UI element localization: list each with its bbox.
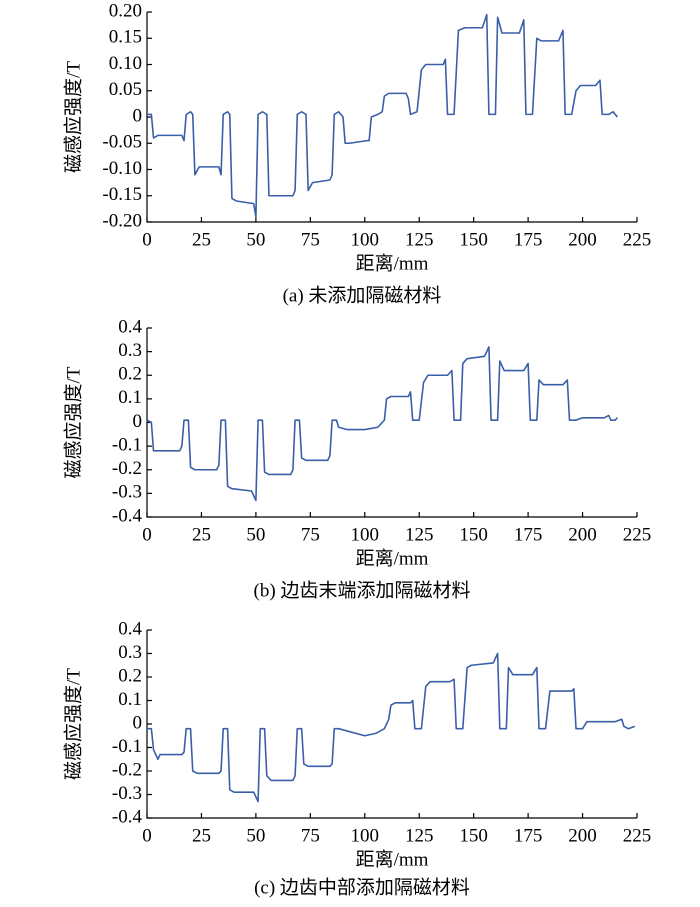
caption: (c) 边齿中部添加隔磁材料: [254, 876, 470, 898]
y-tick-label: -0.2: [112, 458, 142, 479]
x-tick-label: 50: [246, 524, 265, 545]
y-tick-label: 0.2: [118, 364, 142, 385]
caption: (b) 边齿末端添加隔磁材料: [254, 579, 471, 601]
y-tick-label: -0.3: [112, 783, 142, 804]
x-tick-label: 100: [351, 524, 380, 545]
x-tick-label: 125: [405, 229, 434, 250]
x-tick-label: 0: [142, 524, 152, 545]
y-tick-label: -0.2: [112, 759, 142, 780]
x-tick-label: 125: [405, 524, 434, 545]
x-tick-label: 175: [514, 524, 543, 545]
series-line: [147, 652, 636, 803]
y-tick-label: 0.4: [118, 618, 142, 639]
y-tick-label: 0.3: [118, 642, 142, 663]
y-tick-label: -0.4: [112, 806, 143, 827]
caption: (a) 未添加隔磁材料: [283, 284, 442, 306]
y-axis-label: 磁感应强度/T: [62, 668, 84, 780]
y-tick-label: -0.1: [112, 736, 142, 757]
x-tick-label: 0: [142, 229, 152, 250]
x-axis-label: 距离/mm: [356, 848, 429, 870]
y-tick-label: 0.3: [118, 340, 142, 361]
x-tick-label: 75: [301, 825, 320, 846]
y-tick-label: 0.4: [118, 316, 142, 337]
x-tick-label: 225: [623, 229, 652, 250]
x-tick-label: 75: [301, 524, 320, 545]
x-tick-label: 125: [405, 825, 434, 846]
y-tick-label: 0.20: [109, 0, 142, 21]
y-tick-label: -0.20: [102, 210, 142, 231]
x-axis-label: 距离/mm: [356, 547, 429, 569]
y-axis-label: 磁感应强度/T: [62, 366, 84, 478]
x-tick-label: 225: [623, 524, 652, 545]
series-line: [147, 13, 619, 218]
x-tick-label: 150: [459, 229, 488, 250]
x-tick-label: 25: [192, 229, 211, 250]
x-tick-label: 100: [351, 229, 380, 250]
y-tick-label: -0.05: [102, 132, 142, 153]
y-tick-label: 0.15: [109, 27, 142, 48]
x-tick-label: 175: [514, 229, 543, 250]
x-tick-label: 175: [514, 825, 543, 846]
y-tick-label: -0.15: [102, 184, 142, 205]
series-line: [146, 346, 618, 502]
y-tick-label: 0.1: [118, 387, 142, 408]
y-tick-label: 0: [133, 712, 143, 733]
x-tick-label: 50: [246, 229, 265, 250]
x-axis-label: 距离/mm: [356, 252, 429, 274]
y-tick-label: 0.05: [109, 79, 142, 100]
y-tick-label: -0.10: [102, 158, 142, 179]
x-tick-label: 200: [568, 229, 597, 250]
y-tick-label: 0: [133, 105, 143, 126]
x-tick-label: 150: [459, 825, 488, 846]
y-axis-label: 磁感应强度/T: [62, 61, 84, 173]
y-tick-label: 0.1: [118, 689, 142, 710]
x-tick-label: 25: [192, 825, 211, 846]
x-tick-label: 225: [623, 825, 652, 846]
x-tick-label: 75: [301, 229, 320, 250]
axis-frame: [146, 630, 637, 819]
x-tick-label: 200: [568, 825, 597, 846]
x-tick-label: 50: [246, 825, 265, 846]
x-tick-label: 0: [142, 825, 152, 846]
y-tick-label: 0.10: [109, 53, 142, 74]
x-tick-label: 150: [459, 524, 488, 545]
y-tick-label: 0.2: [118, 665, 142, 686]
y-tick-label: -0.3: [112, 482, 142, 503]
y-tick-label: -0.4: [112, 505, 143, 526]
x-tick-label: 200: [568, 524, 597, 545]
x-tick-label: 25: [192, 524, 211, 545]
x-tick-label: 100: [351, 825, 380, 846]
y-tick-label: 0: [133, 411, 143, 432]
y-tick-label: -0.1: [112, 434, 142, 455]
